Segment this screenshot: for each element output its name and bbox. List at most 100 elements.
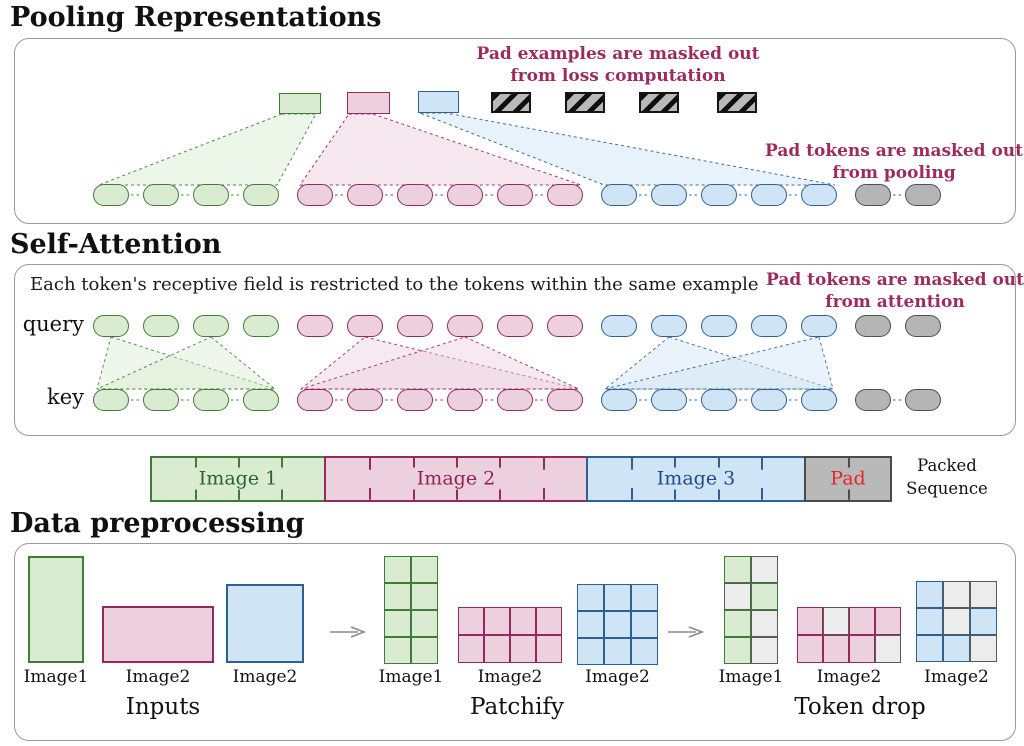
patch-cell-pink (458, 635, 484, 663)
packed-bar-cell (369, 458, 413, 500)
patch-grid-blue (577, 584, 658, 665)
patch-cell-pink (510, 607, 536, 635)
input-image-rect-green (28, 556, 84, 663)
packed-bar-cell (326, 458, 369, 500)
dropped-patch-cell (970, 581, 997, 608)
key-token-pink (347, 389, 383, 411)
patch-cell-blue (631, 611, 658, 638)
key-token-green (193, 389, 229, 411)
pad-pooling-annotation: Pad tokens are masked out from pooling (765, 140, 1023, 184)
query-token-pink (297, 315, 333, 337)
dropped-patch-cell (943, 608, 970, 635)
pooling-fan-pink (299, 113, 582, 186)
attention-section-title: Self-Attention (10, 229, 222, 260)
attention-triangle-green-2 (96, 336, 277, 390)
patch-cell-pink (484, 635, 510, 663)
patch-cell-pink (536, 635, 562, 663)
image-label: Image2 (924, 667, 989, 687)
patch-grid-green (384, 556, 438, 664)
patch-cell-blue (577, 638, 604, 665)
pad-example-hatched-box (491, 92, 531, 113)
dropped-patch-cell (751, 637, 778, 664)
patch-cell-green (411, 583, 438, 610)
packed-segment-label: Image 3 (650, 467, 742, 490)
patch-cell-pink (510, 635, 536, 663)
pad-pooling-annotation-line1: Pad tokens are masked out (764, 141, 1024, 161)
packed-bar-cell (152, 458, 195, 500)
stage-label-token-drop: Token drop (794, 694, 926, 720)
patch-cell-pink (849, 635, 875, 663)
attention-triangle-green-1 (96, 336, 276, 390)
dropped-patch-cell (751, 610, 778, 637)
right-arrow-head-icon (350, 626, 367, 638)
pooling-token-pink (497, 184, 533, 206)
patch-cell-pink (849, 607, 875, 635)
patch-grid-blue (916, 581, 997, 662)
pooled-representation-box-green (279, 93, 321, 114)
packed-segment-label: Image 1 (192, 467, 284, 490)
patch-cell-green (724, 637, 751, 664)
image-label: Image2 (477, 667, 543, 687)
key-token-gray (855, 389, 891, 411)
attention-triangle-pink-2 (300, 336, 580, 390)
query-token-blue (701, 315, 737, 337)
image-label: Image2 (816, 667, 882, 687)
patch-cell-green (411, 637, 438, 664)
pooling-token-blue (701, 184, 737, 206)
pooling-fan-green (98, 113, 317, 186)
packed-bar-cell (542, 458, 586, 500)
query-token-blue (651, 315, 687, 337)
patch-cell-pink (484, 607, 510, 635)
patch-cell-pink (536, 607, 562, 635)
attention-triangle-blue-1 (603, 336, 834, 390)
input-image-rect-blue (226, 584, 304, 663)
patch-cell-pink (797, 635, 823, 663)
pooled-representation-box-pink (347, 92, 390, 114)
attention-caption: Each token's receptive field is restrict… (30, 274, 759, 295)
query-token-pink (447, 315, 483, 337)
pooling-token-gray (905, 184, 941, 206)
image-label: Image2 (125, 667, 191, 687)
pad-attention-annotation-line1: Pad tokens are masked out (765, 270, 1024, 290)
patch-cell-blue (631, 584, 658, 611)
query-token-green (193, 315, 229, 337)
query-token-gray (855, 315, 891, 337)
patch-cell-blue (577, 584, 604, 611)
pooling-token-pink (397, 184, 433, 206)
pooling-token-blue (601, 184, 637, 206)
key-token-blue (801, 389, 837, 411)
image-label: Image1 (378, 667, 444, 687)
key-token-pink (397, 389, 433, 411)
query-token-blue (801, 315, 837, 337)
dropped-patch-cell (970, 635, 997, 662)
patch-cell-blue (577, 611, 604, 638)
patch-cell-blue (916, 635, 943, 662)
pooling-fan-blue (419, 112, 836, 186)
attention-triangle-blue-2 (604, 336, 834, 390)
query-token-green (243, 315, 279, 337)
pooling-token-pink (547, 184, 583, 206)
attention-triangle-pink-1 (299, 336, 580, 390)
dropped-patch-cell (751, 556, 778, 583)
pooling-token-blue (801, 184, 837, 206)
patch-cell-green (724, 556, 751, 583)
query-token-pink (397, 315, 433, 337)
patch-cell-blue (916, 608, 943, 635)
pooled-representation-box-blue (418, 91, 459, 113)
pad-attention-annotation-line2: from attention (825, 292, 965, 312)
right-arrow-head-icon (688, 626, 705, 638)
pad-pooling-annotation-line2: from pooling (832, 163, 956, 183)
pad-attention-annotation: Pad tokens are masked out from attention (766, 269, 1024, 313)
packed-sequence-label: Packed Sequence (902, 454, 992, 500)
patch-cell-green (411, 556, 438, 583)
pad-example-hatched-box (565, 92, 605, 113)
packed-sequence-label-line2: Sequence (906, 479, 988, 498)
pooling-token-green (143, 184, 179, 206)
patch-cell-blue (604, 638, 631, 665)
key-token-green (93, 389, 129, 411)
packed-bar-cell (760, 458, 805, 500)
key-token-pink (447, 389, 483, 411)
patch-cell-green (751, 583, 778, 610)
pooling-token-green (93, 184, 129, 206)
